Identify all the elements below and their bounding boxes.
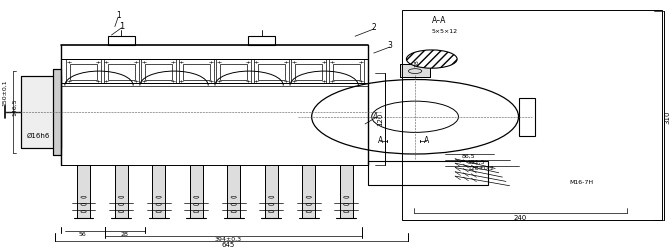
Text: А: А — [378, 136, 383, 145]
Text: 146,5: 146,5 — [12, 98, 17, 116]
Text: 1: 1 — [119, 22, 124, 31]
Bar — [519, 98, 535, 136]
Bar — [333, 64, 360, 79]
Text: М16-7Н: М16-7Н — [570, 180, 594, 185]
Bar — [141, 59, 176, 83]
Text: 4: 4 — [372, 112, 378, 121]
Bar — [77, 165, 90, 218]
Bar — [179, 59, 214, 83]
Bar — [340, 165, 353, 218]
Bar — [340, 165, 353, 218]
Text: 120: 120 — [378, 113, 384, 126]
Bar — [368, 161, 489, 185]
Text: 2: 2 — [372, 23, 376, 32]
Bar — [103, 59, 138, 83]
Bar — [54, 69, 61, 155]
Text: 5×5×12: 5×5×12 — [432, 29, 458, 34]
Bar — [401, 64, 430, 77]
Text: 310: 310 — [665, 110, 670, 124]
Text: 150±0,1: 150±0,1 — [2, 79, 7, 106]
Bar — [22, 76, 61, 148]
Bar — [302, 165, 315, 218]
Bar — [401, 64, 430, 77]
Text: 3: 3 — [387, 41, 392, 50]
Bar — [183, 64, 210, 79]
Bar — [295, 64, 322, 79]
Bar — [329, 59, 364, 83]
Circle shape — [407, 50, 457, 68]
Bar — [152, 165, 165, 218]
Bar — [292, 59, 326, 83]
Bar — [227, 165, 241, 218]
Bar — [265, 165, 278, 218]
Bar — [227, 165, 241, 218]
Text: 28: 28 — [121, 232, 129, 237]
Text: 645: 645 — [222, 242, 235, 248]
Text: А–А: А–А — [432, 16, 446, 25]
Bar — [265, 165, 278, 218]
Bar — [190, 165, 203, 218]
Text: 394±0,3: 394±0,3 — [214, 237, 242, 242]
Bar — [248, 36, 275, 45]
Bar — [114, 165, 128, 218]
Bar — [54, 69, 61, 155]
Text: Ø16h6: Ø16h6 — [27, 133, 50, 139]
Text: А: А — [424, 136, 429, 145]
Bar — [302, 165, 315, 218]
Bar — [22, 76, 61, 148]
Bar — [108, 36, 135, 45]
Bar — [190, 165, 203, 218]
Bar — [258, 64, 285, 79]
Bar — [114, 165, 128, 218]
Bar — [254, 59, 289, 83]
Bar — [145, 64, 172, 79]
Text: 56: 56 — [79, 232, 87, 237]
Text: 121,5: 121,5 — [468, 160, 485, 165]
Bar — [108, 64, 134, 79]
Text: 128±0,2: 128±0,2 — [467, 166, 494, 171]
Bar — [402, 10, 662, 220]
Bar — [70, 64, 97, 79]
Text: 18: 18 — [414, 59, 419, 66]
Bar — [77, 165, 90, 218]
Bar — [216, 59, 251, 83]
Bar — [66, 59, 101, 83]
Bar — [220, 64, 247, 79]
Text: 86,5: 86,5 — [462, 154, 475, 159]
Text: 1: 1 — [116, 11, 120, 20]
Text: 240: 240 — [514, 215, 527, 221]
Bar — [152, 165, 165, 218]
